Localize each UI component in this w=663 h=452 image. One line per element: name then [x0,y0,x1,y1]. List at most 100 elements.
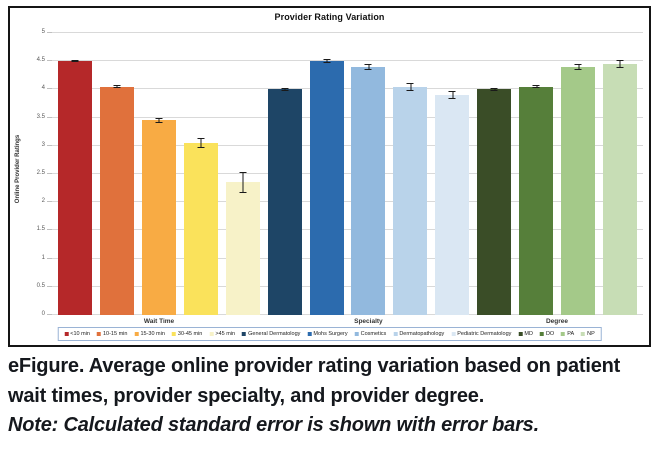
error-line [619,60,621,68]
y-tick-mark [47,314,52,315]
legend-item: 10-15 min [96,331,127,337]
y-tick-mark [47,257,52,259]
y-tick-label: 5 [41,29,45,35]
y-tick-mark [47,116,52,118]
legend-item: 15-30 min [134,331,165,337]
x-group-label: Wait Time [143,318,175,325]
legend-item: 30-45 min [171,331,203,337]
gridline: 1 [42,255,643,261]
gridline: 1.5 [37,226,643,232]
gridline: 0.5 [37,283,643,289]
legend-item: MD [518,331,533,337]
x-group-label: Specialty [354,318,383,325]
legend-swatch [64,332,69,336]
error-cap-bottom [490,89,498,91]
bar [183,138,218,315]
legend-swatch [171,332,176,336]
error-cap-bottom [71,61,79,63]
legend-swatch [96,332,101,336]
gridline: 2.5 [37,170,643,176]
error-cap-bottom [532,87,540,89]
legend-swatch [134,332,139,336]
legend-swatch [209,332,214,336]
error-bar [71,60,79,63]
legend-item: DO [539,331,555,337]
y-tick-label: 1.5 [36,226,45,233]
bar [519,84,554,315]
bar [99,85,134,315]
legend-swatch [518,332,523,336]
error-bar [616,60,624,68]
bar [561,64,596,315]
legend-label: General Dermatology [248,331,301,337]
legend-swatch [539,332,544,336]
legend-label: Cosmetics [360,331,387,337]
y-tick-label: 3.5 [36,113,45,120]
error-cap-bottom [281,89,289,91]
legend-item: NP [581,331,595,337]
legend-item: Mohs Surgery [307,331,348,337]
error-bar [281,88,289,91]
legend-label: <10 min [70,331,90,337]
error-line [75,60,76,63]
bar [351,64,386,315]
legend-swatch [451,332,456,336]
chart-panel: Provider Rating Variation Online Provide… [8,6,651,347]
error-line [158,118,160,123]
error-line [242,172,244,193]
y-axis-title: Online Provider Ratings [15,134,21,204]
y-tick-mark [47,144,52,146]
error-bar [364,64,372,70]
legend-item: PA [561,331,574,337]
legend-item: <10 min [64,331,90,337]
error-line [536,84,538,89]
bar [58,60,92,315]
error-line [368,64,370,70]
legend-label: DO [545,331,555,337]
legend-label: NP [587,331,595,337]
bar [267,88,302,315]
gridline: 4.5 [37,57,643,63]
error-line [284,88,286,91]
y-tick-mark [47,173,52,174]
error-bar [197,138,205,148]
bar [477,88,512,315]
legend-label: 30-45 min [177,331,203,337]
caption-text: eFigure. Average online provider rating … [8,355,621,407]
legend-swatch [307,332,312,336]
legend-swatch [581,332,586,336]
error-cap-bottom [113,86,121,88]
error-line [200,138,202,148]
y-tick-mark [47,229,52,231]
gridline: 4 [42,85,643,91]
error-cap-bottom [239,191,247,193]
error-cap-bottom [574,68,582,70]
error-bar [448,91,456,99]
error-bar [532,84,540,89]
bar [141,118,176,315]
error-cap-bottom [155,121,163,123]
error-line [116,85,118,88]
gridline: 3.5 [37,114,643,120]
legend-item: Pediatric Dermatology [451,331,511,337]
error-cap-bottom [197,146,205,148]
bar [435,91,470,315]
error-cap-bottom [323,62,331,64]
x-group-label: Degree [545,318,569,325]
error-bar [574,64,582,70]
y-tick-label: 2.5 [36,170,45,176]
legend-swatch [242,332,247,336]
bars-container [52,33,643,315]
figure-caption: eFigure. Average online provider rating … [8,352,638,441]
plot-area: 0 0.5 1 1.5 2 2.5 3 3.5 4 4.5 5 Wait Time Specialty D… [37,29,643,325]
y-tick-label: 2 [41,198,45,205]
y-tick-label: 4.5 [36,57,45,64]
legend-item: Cosmetics [354,331,387,337]
y-tick-mark [47,60,52,62]
y-tick-label: 3 [41,141,45,148]
chart-title: Provider Rating Variation [274,12,385,22]
y-tick-mark [47,32,52,33]
y-tick-mark [47,88,52,90]
error-bar [155,118,163,123]
legend-label: MD [524,331,533,337]
